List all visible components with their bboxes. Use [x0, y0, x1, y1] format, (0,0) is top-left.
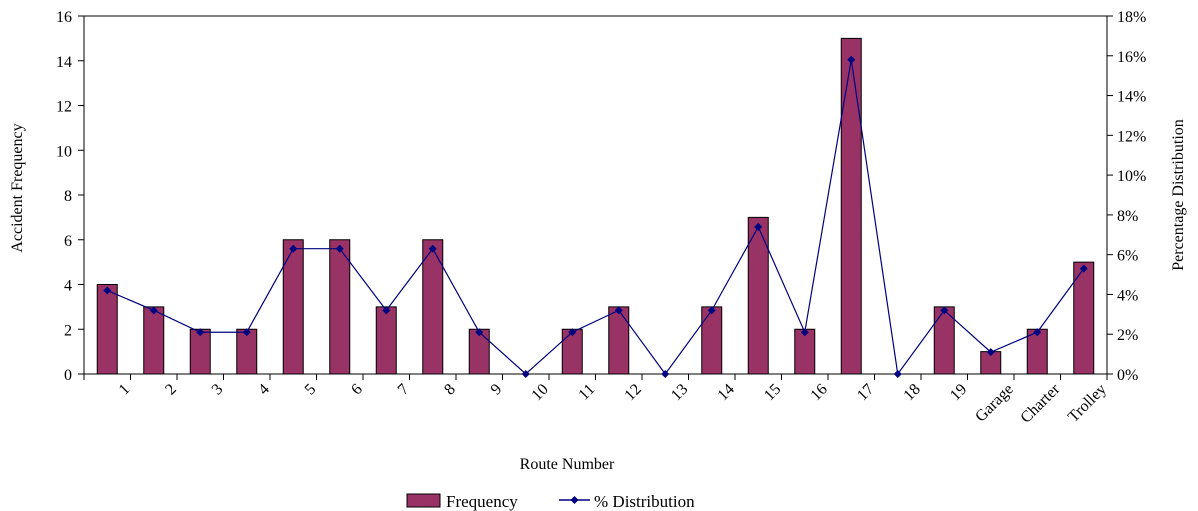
y2-tick-label: 12%: [1117, 128, 1146, 145]
x-tick-label: 11: [575, 381, 598, 404]
legend-label-frequency: Frequency: [446, 492, 518, 511]
point-distribution: [614, 306, 623, 315]
y-axis-title: Accident Frequency: [9, 123, 26, 252]
legend-swatch-frequency: [406, 493, 441, 508]
x-axis-title: Route Number: [520, 456, 615, 473]
x-tick-label: 18: [900, 381, 923, 404]
x-tick-label: 7: [395, 381, 413, 399]
x-tick-label: 14: [714, 381, 737, 404]
point-distribution: [289, 244, 298, 253]
point-distribution: [754, 222, 763, 231]
frequency-bars: [96, 37, 1095, 375]
x-tick-label: 1: [116, 381, 134, 399]
bar-frequency: [375, 306, 397, 375]
x-tick-label: 19: [947, 381, 970, 404]
y-tick-label: 8: [64, 188, 72, 205]
y2-tick-label: 10%: [1117, 168, 1146, 185]
y2-tick-label: 14%: [1117, 89, 1146, 106]
x-tick-label: 8: [441, 381, 459, 399]
y2-tick-label: 8%: [1117, 208, 1138, 225]
point-distribution: [1033, 328, 1042, 337]
x-tick-label: Garage: [972, 381, 1017, 426]
y2-tick-label: 6%: [1117, 248, 1138, 265]
point-distribution: [242, 328, 251, 337]
x-tick-label: 4: [255, 381, 273, 399]
y-tick-label: 2: [64, 322, 72, 339]
x-tick-label: 6: [348, 381, 366, 399]
x-tick-label: 17: [854, 381, 877, 404]
point-distribution: [103, 286, 112, 295]
point-distribution: [986, 348, 995, 357]
point-distribution: [521, 370, 530, 378]
x-tick-label: 16: [807, 381, 830, 404]
point-distribution: [335, 244, 344, 253]
x-tick-label: 2: [162, 381, 180, 399]
point-distribution: [893, 370, 902, 378]
point-distribution: [940, 306, 949, 315]
x-tick-label: 9: [488, 381, 506, 399]
x-tick-label: Trolley: [1065, 381, 1110, 426]
y2-axis-title: Percentage Distribution: [1170, 119, 1187, 271]
bar-frequency: [143, 306, 165, 375]
line-distribution: [107, 59, 1085, 376]
distribution-line: [103, 55, 1088, 378]
x-tick-label: 10: [528, 381, 551, 404]
x-tick-labels: 1 2 3 4 5 6 7 8 9 10 11 12 13 14 15 16 17 18 19 Garage Chart…: [116, 380, 1110, 426]
point-distribution: [149, 306, 158, 315]
y-tick-label: 14: [56, 54, 72, 71]
bar-frequency: [422, 239, 444, 375]
point-distribution: [382, 306, 391, 315]
bar-frequency: [96, 284, 118, 375]
y2-tick-label: 0%: [1117, 367, 1138, 384]
bar-frequency: [608, 306, 630, 375]
legend: Frequency % Distribution: [406, 492, 695, 511]
legend-label-distribution: % Distribution: [594, 492, 695, 511]
point-distribution: [196, 328, 205, 337]
bar-frequency: [329, 239, 351, 375]
axes: [78, 15, 1113, 380]
point-distribution: [568, 328, 577, 337]
y2-tick-label: 2%: [1117, 327, 1138, 344]
y-tick-label: 12: [56, 99, 72, 116]
y-tick-labels: 0 2 4 6 8 10 12 14 16: [56, 9, 72, 384]
y-tick-label: 4: [64, 278, 72, 295]
x-tick-label: 15: [761, 381, 784, 404]
y2-tick-label: 16%: [1117, 49, 1146, 66]
x-tick-label: 13: [668, 381, 691, 404]
bar-frequency: [1073, 261, 1095, 375]
bar-frequency: [282, 239, 304, 375]
y2-tick-label: 18%: [1117, 9, 1146, 26]
y2-tick-labels: 0% 2% 4% 6% 8% 10% 12% 14% 16% 18%: [1117, 9, 1146, 384]
y2-tick-label: 4%: [1117, 287, 1138, 304]
point-distribution: [800, 328, 809, 337]
point-distribution: [707, 306, 716, 315]
point-distribution: [661, 370, 670, 378]
point-distribution: [1079, 264, 1088, 273]
x-tick-label: 5: [302, 381, 320, 399]
bar-frequency: [840, 37, 862, 375]
x-tick-label: 12: [621, 381, 644, 404]
y-tick-label: 10: [56, 143, 72, 160]
bar-frequency: [747, 216, 769, 375]
point-distribution: [475, 328, 484, 337]
bar-frequency: [701, 306, 723, 375]
y-tick-label: 0: [64, 367, 72, 384]
y-tick-label: 6: [64, 233, 72, 250]
point-distribution: [847, 55, 856, 64]
point-distribution: [428, 244, 437, 253]
legend-marker-distribution: [570, 496, 579, 504]
x-tick-label: Charter: [1017, 380, 1063, 426]
y-tick-label: 16: [56, 9, 72, 26]
x-tick-label: 3: [209, 381, 227, 399]
